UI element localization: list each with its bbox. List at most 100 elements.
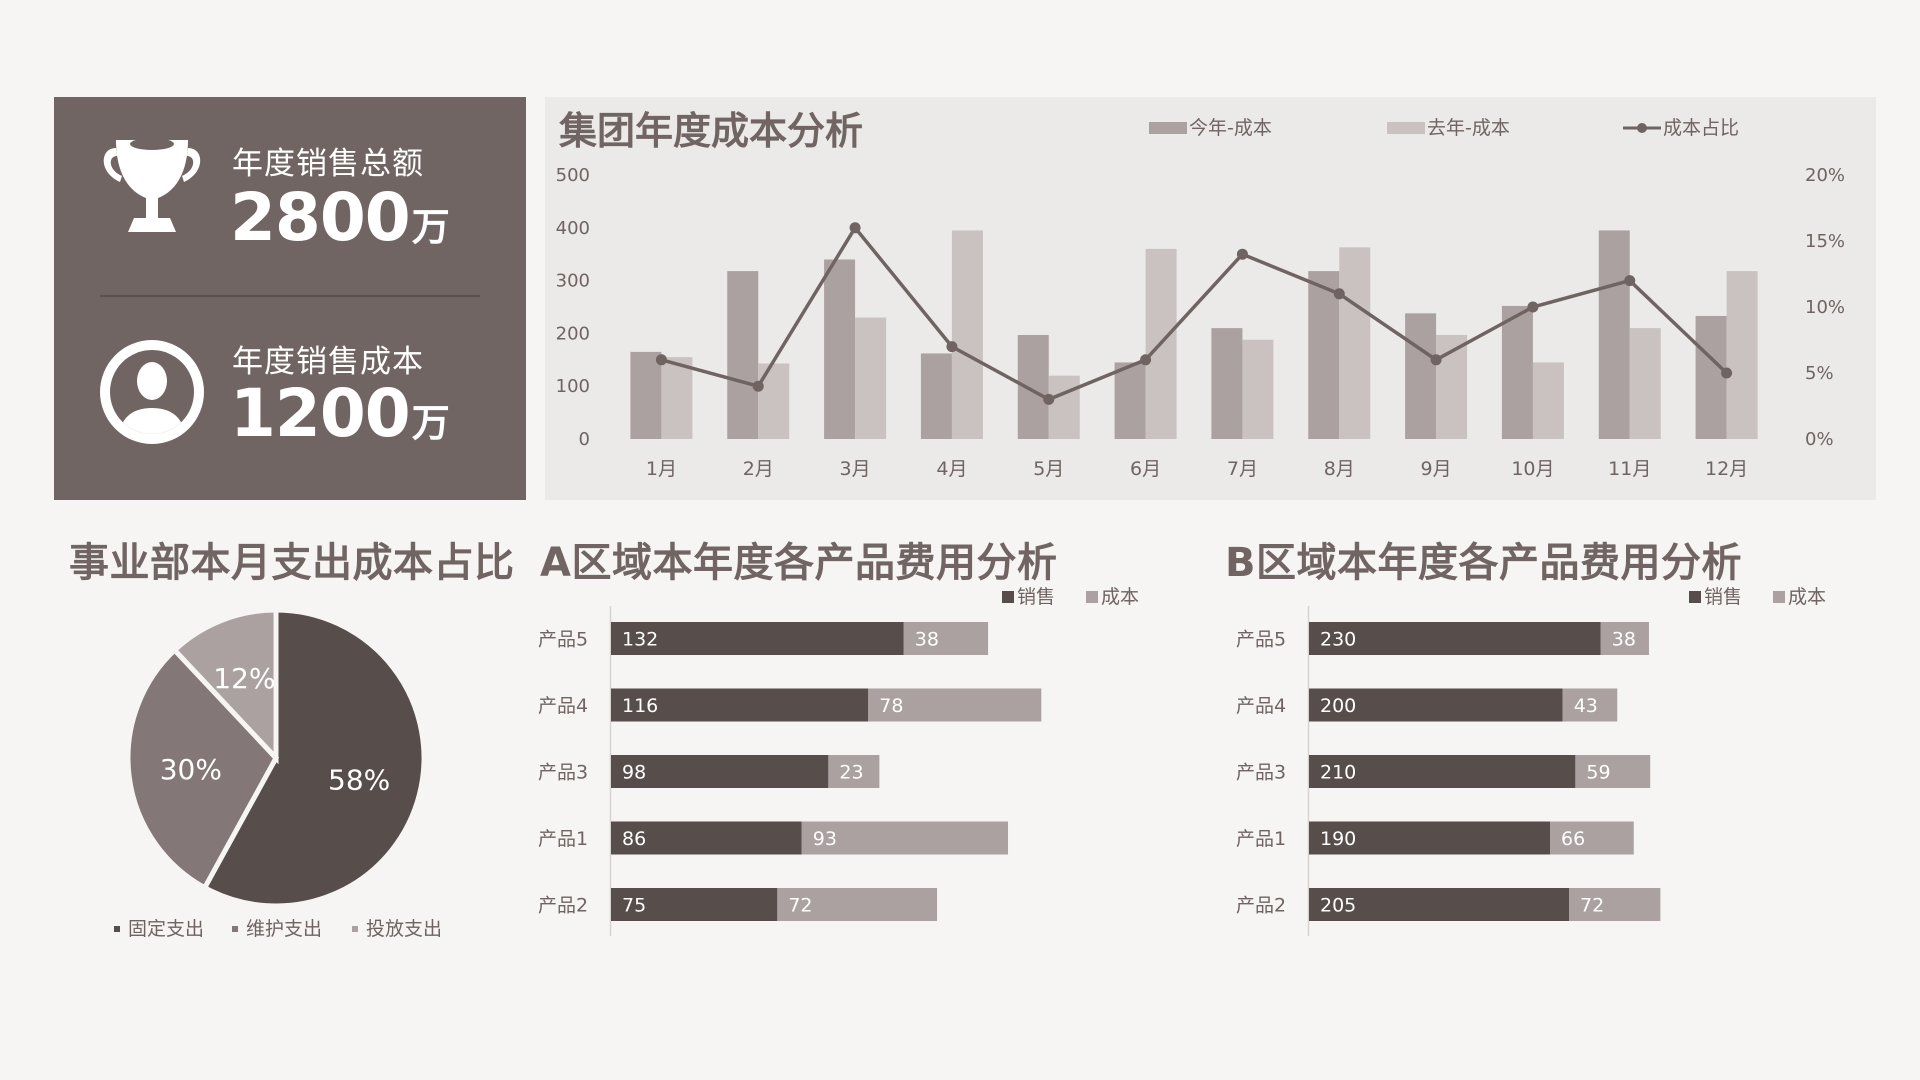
- y-tick-label: 200: [556, 323, 590, 344]
- x-tick-label: 4月: [936, 458, 967, 480]
- cost-analysis-chart-panel: 集团年度成本分析 今年-成本 去年-成本 成本占比 500 400 300 200 100 0…: [545, 97, 1876, 500]
- pie-title: 事业部本月支出成本占比: [69, 540, 515, 586]
- ratio-point: [655, 354, 667, 366]
- bar-cost-label: 23: [839, 762, 863, 784]
- bar-this-year: [1308, 271, 1340, 439]
- bar-cost: [828, 755, 880, 788]
- x-tick-label: 5月: [1033, 458, 1064, 480]
- bar-sales-label: 230: [1320, 629, 1356, 651]
- bar-this-year: [630, 351, 662, 439]
- legend-label: 销售: [1704, 586, 1742, 608]
- ratio-point: [1721, 367, 1733, 379]
- pie-legend-swatch: [232, 926, 238, 932]
- ratio-point: [752, 380, 764, 392]
- bar-cost-label: 43: [1574, 695, 1598, 717]
- bar-sales-label: 200: [1320, 695, 1356, 717]
- pie-slice: [201, 607, 427, 909]
- bar-this-year: [1695, 315, 1727, 439]
- region-a-marks: 产品5 132 38 产品4 116 78 产品3 98 23 产品1 86 93 产品2 75 72: [538, 606, 1042, 936]
- pie-chart: 58% 30% 12% 固定支出 维护支出 投放支出: [114, 607, 442, 940]
- ratio-point: [1333, 288, 1345, 300]
- bar-cost: [1562, 688, 1618, 722]
- bar-cost: [1569, 888, 1661, 921]
- legend-label: 成本占比: [1663, 117, 1739, 139]
- bar-cost-label: 93: [813, 828, 837, 850]
- x-tick-label: 9月: [1421, 458, 1452, 480]
- y-tick-label: 500: [556, 165, 590, 186]
- x-tick-label: 2月: [743, 458, 774, 480]
- bar-last-year: [1242, 339, 1274, 439]
- bar-this-year: [1211, 328, 1243, 439]
- legend-swatch: [1086, 591, 1098, 603]
- pie-slice: [125, 646, 280, 892]
- pie-legend-swatch: [352, 926, 358, 932]
- kpi-sales-cost: 年度销售成本 1200万: [54, 297, 526, 497]
- x-tick-label: 10月: [1511, 458, 1554, 480]
- bar-cost-label: 72: [788, 895, 812, 917]
- bar-cost: [903, 622, 989, 655]
- bar-cost-label: 59: [1586, 762, 1610, 784]
- bar-sales-label: 210: [1320, 762, 1356, 784]
- y2-tick-label: 0%: [1805, 429, 1834, 450]
- bar-cost: [1550, 821, 1634, 855]
- legend-label: 成本: [1788, 586, 1826, 608]
- bar-cost: [777, 888, 938, 921]
- bar-sales: [1309, 888, 1570, 921]
- cost-analysis-marks: 500 400 300 200 100 0 20% 15% 10% 5% 0% 1月 2月 3月 4月 5月 6…: [556, 165, 1845, 480]
- category-label: 产品2: [1236, 895, 1286, 917]
- category-label: 产品2: [538, 895, 588, 917]
- bar-last-year: [1339, 247, 1371, 439]
- region-a-title: A区域本年度各产品费用分析: [540, 540, 1058, 586]
- ratio-point: [1236, 248, 1248, 260]
- bar-cost: [1600, 622, 1649, 655]
- bar-last-year: [1629, 328, 1661, 439]
- bar-sales-label: 98: [622, 762, 646, 784]
- region-b-marks: 产品5 230 38 产品4 200 43 产品3 210 59 产品1 190 66 产品2 205 72: [1236, 606, 1661, 936]
- legend-swatch: [1689, 591, 1701, 603]
- bar-last-year: [855, 317, 887, 439]
- bar-cost: [801, 821, 1009, 855]
- kpi-sales-total-value: 2800万: [230, 179, 450, 256]
- x-tick-label: 12月: [1705, 458, 1748, 480]
- category-label: 产品1: [1236, 828, 1286, 850]
- bar-cost-label: 38: [1612, 629, 1636, 651]
- category-label: 产品4: [538, 695, 588, 717]
- x-tick-label: 8月: [1324, 458, 1355, 480]
- bar-sales: [1309, 755, 1576, 788]
- bar-sales-label: 116: [622, 695, 658, 717]
- legend-label: 去年-成本: [1427, 117, 1510, 139]
- bar-sales: [611, 688, 869, 722]
- y-tick-label: 400: [556, 218, 590, 239]
- y2-tick-label: 5%: [1805, 363, 1834, 384]
- category-label: 产品1: [538, 828, 588, 850]
- category-label: 产品3: [538, 762, 588, 784]
- legend-label: 成本: [1101, 586, 1139, 608]
- user-avatar-icon: [100, 340, 204, 444]
- pie-legend-label: 固定支出: [128, 918, 204, 940]
- category-label: 产品4: [1236, 695, 1286, 717]
- category-label: 产品5: [1236, 629, 1286, 651]
- region-b-title: B区域本年度各产品费用分析: [1225, 540, 1742, 586]
- kpi-sales-total-number: 2800: [230, 179, 411, 256]
- kpi-sales-total-unit: 万: [411, 205, 450, 249]
- cost-analysis-chart: 集团年度成本分析 今年-成本 去年-成本 成本占比 500 400 300 200 100 0…: [556, 109, 1845, 480]
- x-tick-label: 7月: [1227, 458, 1258, 480]
- category-label: 产品5: [538, 629, 588, 651]
- legend-swatch: [1773, 591, 1785, 603]
- kpi-sales-cost-number: 1200: [230, 375, 411, 452]
- x-tick-label: 3月: [840, 458, 871, 480]
- ratio-point: [849, 222, 861, 234]
- bar-this-year: [1501, 305, 1533, 439]
- kpi-panel: 年度销售总额 2800万 年度销售成本 1200万: [54, 97, 526, 500]
- region-b-chart: 销售 成本 产品5 230 38 产品4 200 43 产品3 210 59 产品1 190 66 产品2…: [1236, 586, 1826, 936]
- ratio-point: [1624, 275, 1636, 287]
- bar-sales-label: 132: [622, 629, 658, 651]
- pie-slice-label: 12%: [213, 662, 275, 695]
- trophy-icon: [103, 138, 201, 232]
- y2-tick-label: 10%: [1805, 297, 1845, 318]
- bar-last-year: [951, 230, 983, 439]
- bar-cost: [1575, 755, 1651, 788]
- legend-swatch-marker: [1637, 123, 1647, 133]
- ratio-point: [1430, 354, 1442, 366]
- bar-sales-label: 75: [622, 895, 646, 917]
